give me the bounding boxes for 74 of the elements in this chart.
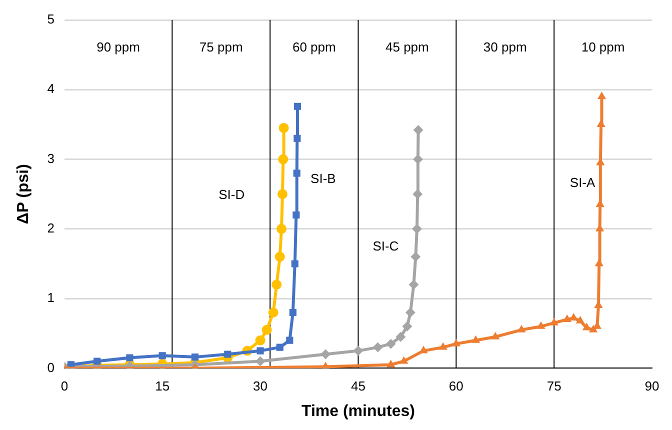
point xyxy=(400,356,408,364)
point xyxy=(396,332,406,342)
x-tick-label: 15 xyxy=(155,378,170,394)
point xyxy=(277,189,288,200)
point xyxy=(262,324,272,335)
point xyxy=(126,354,134,362)
point xyxy=(158,352,166,360)
point xyxy=(276,224,287,234)
x-tick-label: 0 xyxy=(60,378,68,394)
y-tick-label: 4 xyxy=(47,81,54,96)
point xyxy=(410,252,421,262)
annotation: 90 ppm xyxy=(96,40,140,55)
point xyxy=(320,349,331,360)
x-axis-title: Time (minutes) xyxy=(301,402,415,420)
point xyxy=(588,324,598,332)
point xyxy=(517,324,526,332)
point xyxy=(471,335,480,343)
point xyxy=(276,344,284,351)
y-tick-label: 0 xyxy=(47,360,54,375)
point xyxy=(412,189,423,200)
point xyxy=(438,342,448,350)
series-label: SI-B xyxy=(310,171,336,186)
point xyxy=(291,260,298,268)
point xyxy=(412,154,423,164)
point xyxy=(536,321,546,329)
point xyxy=(255,335,266,346)
point xyxy=(294,102,302,110)
annotation: 75 ppm xyxy=(199,40,243,55)
text: SI-D xyxy=(218,186,245,202)
point xyxy=(405,307,416,318)
point xyxy=(278,154,288,164)
point xyxy=(550,318,558,326)
annotation: 45 ppm xyxy=(385,40,429,55)
point xyxy=(256,347,264,354)
point xyxy=(452,338,460,346)
y-tick-label: 2 xyxy=(47,220,54,236)
annotation: 10 ppm xyxy=(581,40,625,55)
point xyxy=(286,336,294,344)
y-tick-label: 1 xyxy=(47,290,54,306)
point xyxy=(402,321,412,332)
annotation: 30 ppm xyxy=(483,40,527,55)
x-tick-label: 30 xyxy=(253,378,268,394)
y-tick-label: 3 xyxy=(47,150,54,166)
point xyxy=(289,308,296,316)
y-tick-label: 5 xyxy=(47,12,54,27)
point xyxy=(576,316,585,324)
series-label: SI-A xyxy=(570,175,596,190)
point xyxy=(268,307,278,318)
point xyxy=(255,356,266,366)
x-tick-label: 90 xyxy=(644,378,660,394)
point xyxy=(353,346,364,356)
point xyxy=(191,354,199,361)
annotation: 60 ppm xyxy=(292,40,336,55)
point xyxy=(386,360,396,368)
point xyxy=(274,252,285,262)
point xyxy=(278,122,289,133)
point xyxy=(413,125,424,136)
point xyxy=(386,338,396,349)
x-tick-label: 60 xyxy=(448,378,464,394)
series-label: SI-C xyxy=(372,238,399,254)
point xyxy=(372,342,383,352)
point xyxy=(293,170,300,177)
y-axis-title: ΔP (psi) xyxy=(15,164,32,224)
point xyxy=(94,358,101,365)
x-tick-label: 45 xyxy=(350,378,366,394)
point xyxy=(292,211,300,219)
point xyxy=(224,350,232,358)
point xyxy=(597,92,606,100)
point xyxy=(490,332,500,340)
point xyxy=(408,280,419,290)
x-tick-label: 75 xyxy=(546,378,562,394)
point xyxy=(294,134,301,142)
point xyxy=(272,280,282,290)
point xyxy=(562,314,572,322)
